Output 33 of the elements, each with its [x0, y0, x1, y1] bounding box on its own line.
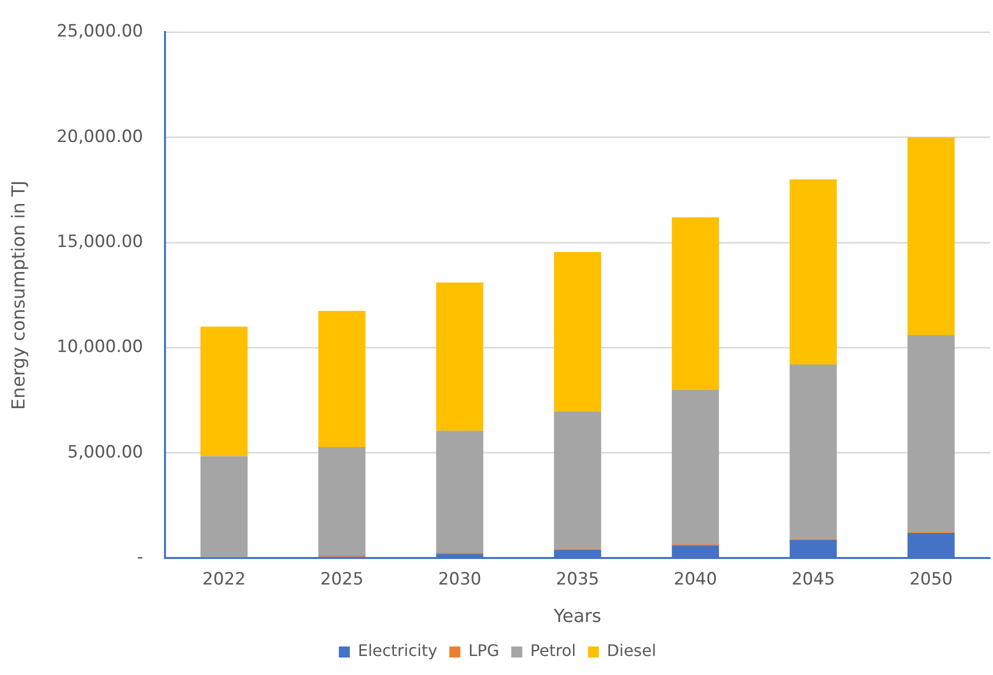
x-tick-label: 2025: [320, 570, 364, 590]
bar: [672, 217, 719, 390]
bar: [672, 390, 719, 545]
bar: [200, 456, 248, 558]
y-tick-label: 20,000.00: [56, 126, 144, 147]
y-tick-label: 5,000.00: [67, 442, 144, 462]
bar: [908, 137, 955, 336]
x-tick-label: 2035: [556, 570, 600, 590]
legend-label: Petrol: [530, 641, 576, 660]
x-axis-title: Years: [552, 606, 602, 627]
legend-label: LPG: [468, 641, 500, 660]
y-tick-label: -: [136, 547, 144, 568]
bar: [436, 282, 484, 431]
bar: [790, 179, 837, 365]
y-tick-label: 10,000.00: [56, 337, 144, 358]
bar: [554, 411, 602, 549]
y-axis-title: Energy consumption in TJ: [8, 180, 30, 410]
y-tick-label: 15,000.00: [56, 232, 144, 252]
bar: [908, 335, 955, 532]
x-tick-label: 2022: [202, 570, 246, 590]
y-tick-label: 25,000.00: [56, 22, 144, 42]
legend-label: Electricity: [358, 641, 438, 660]
bar: [554, 252, 602, 412]
x-tick-label: 2045: [792, 570, 835, 590]
bar: [790, 364, 837, 539]
bar: [436, 430, 484, 553]
x-tick-label: 2040: [674, 570, 718, 590]
bar: [200, 326, 248, 456]
legend-label: Diesel: [606, 641, 656, 660]
bar: [318, 446, 366, 556]
x-tick-label: 2050: [909, 570, 953, 590]
x-tick-label: 2030: [438, 570, 482, 590]
bar: [318, 310, 366, 447]
